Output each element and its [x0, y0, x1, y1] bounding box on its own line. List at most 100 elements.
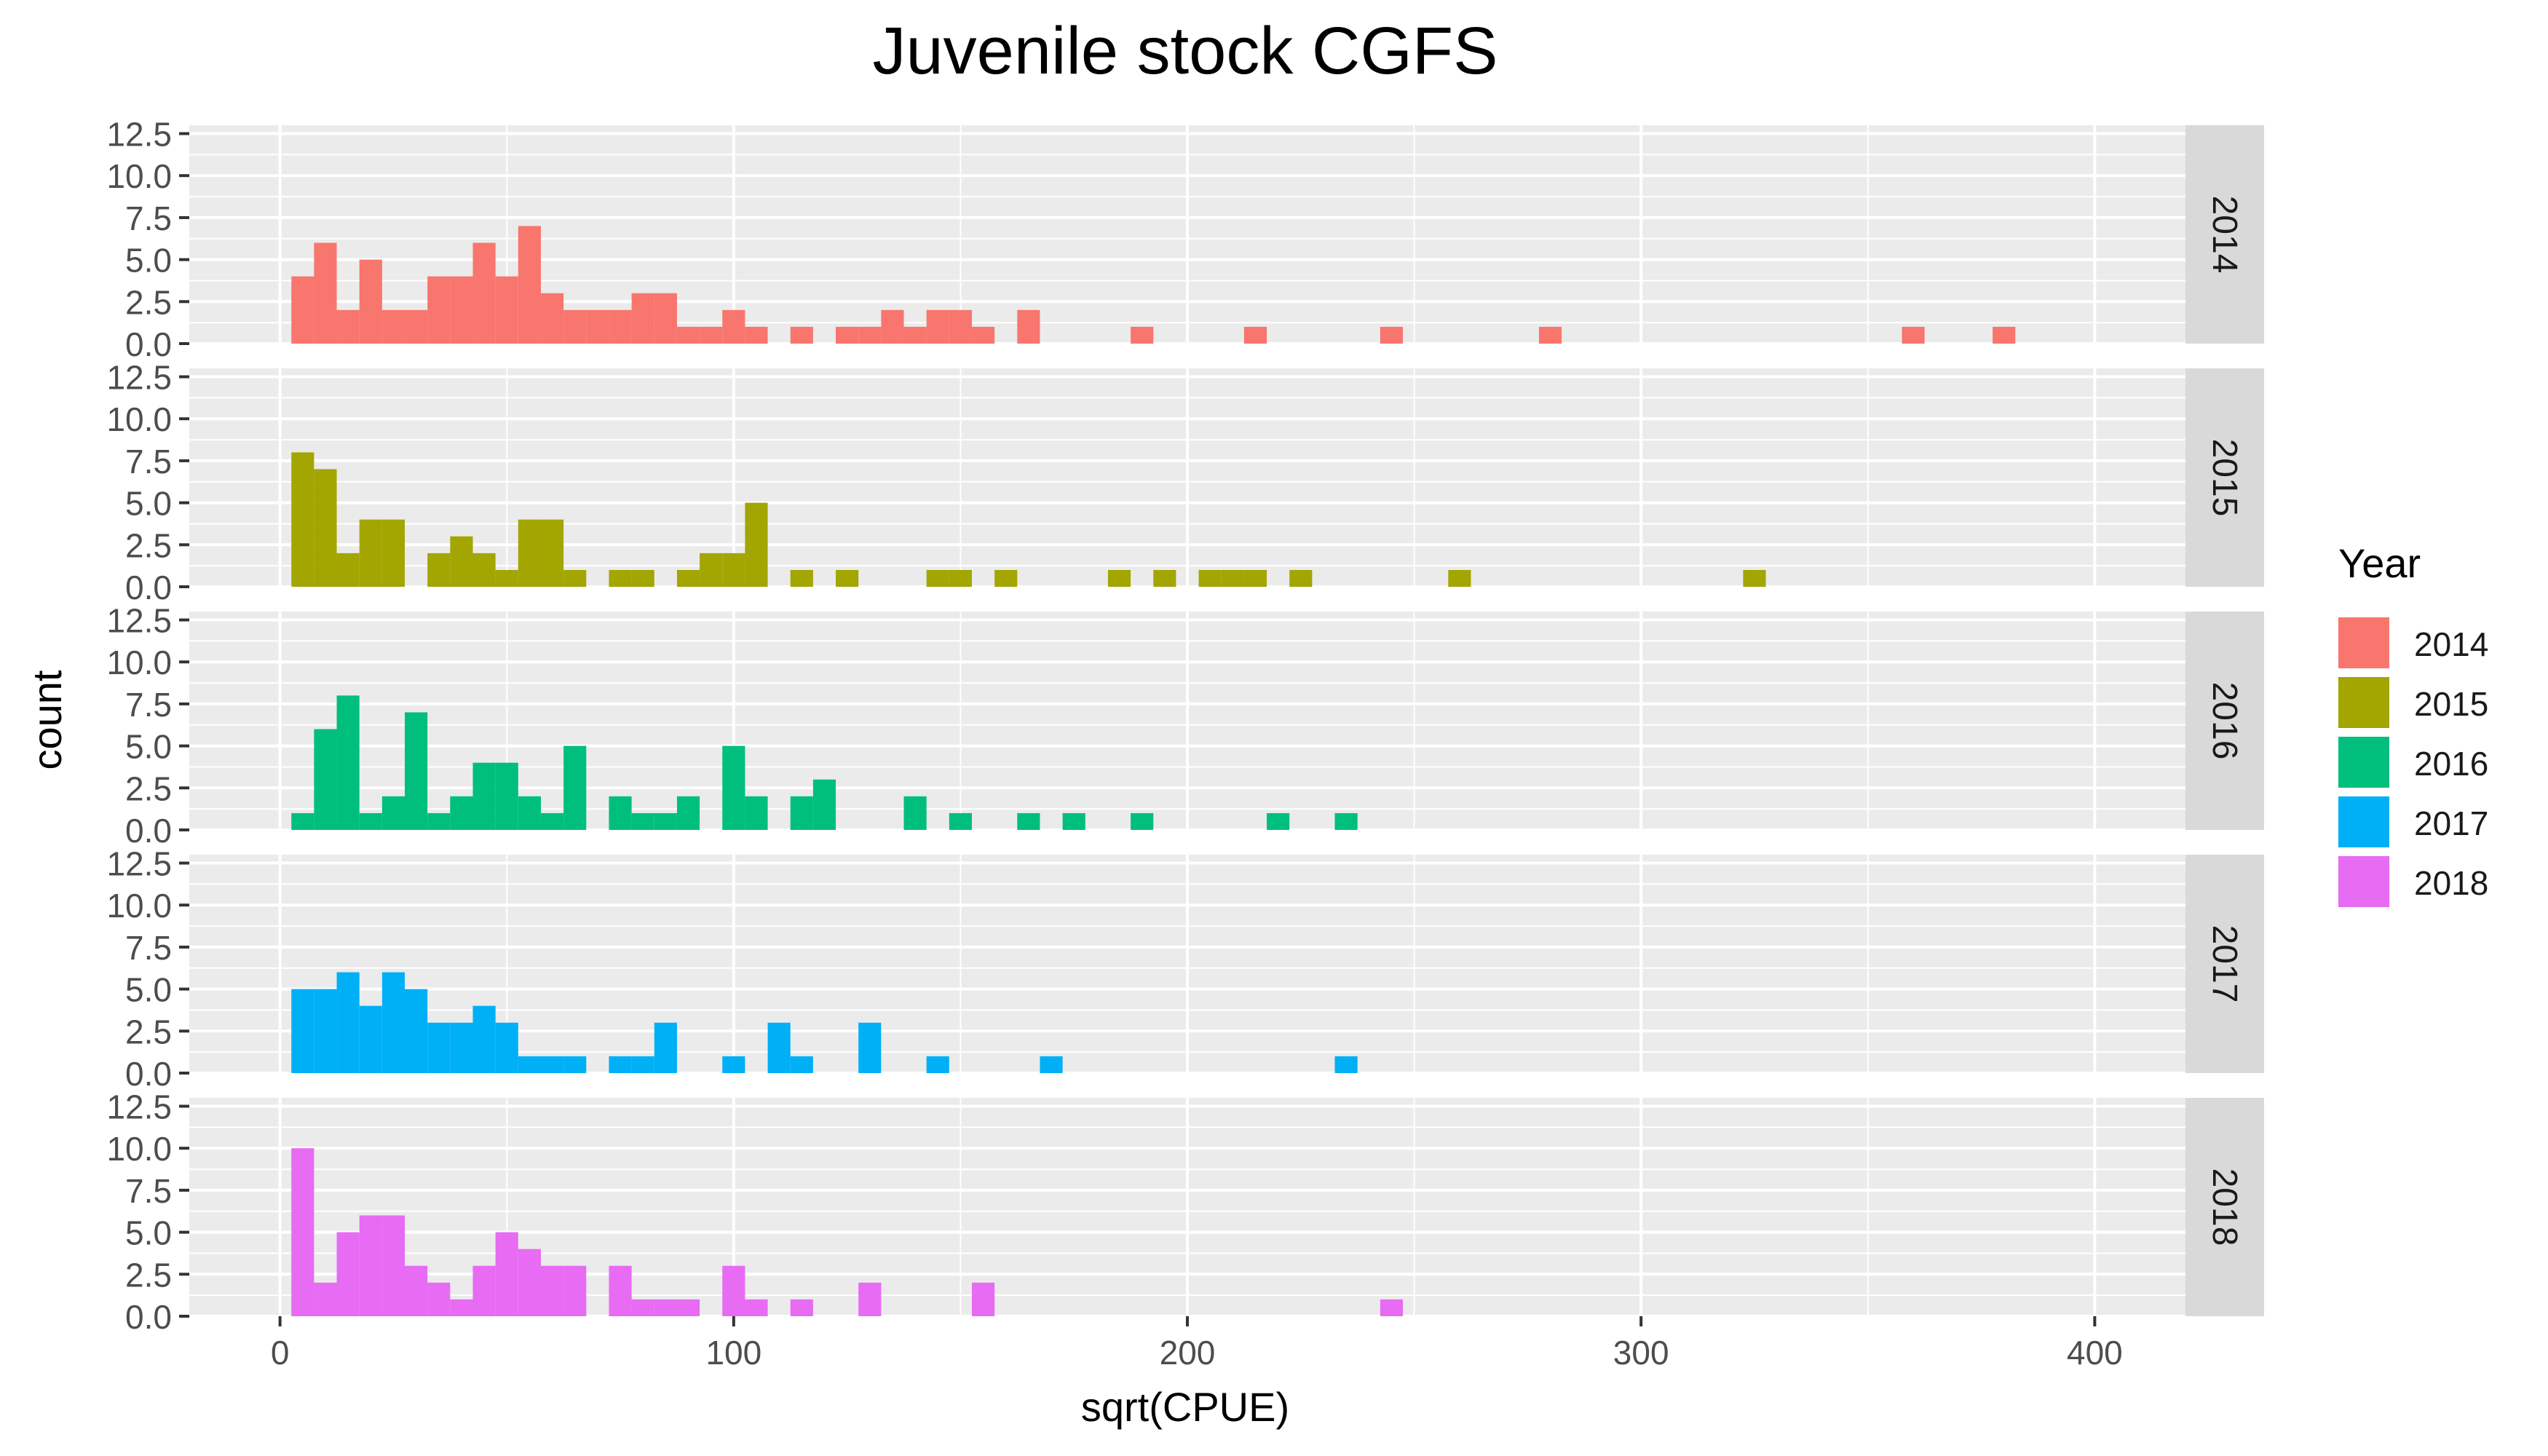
y-tick-label: 12.5 — [106, 602, 172, 640]
histogram-bar — [1448, 569, 1471, 587]
histogram-bar — [405, 989, 428, 1073]
histogram-bar — [495, 1232, 518, 1316]
histogram-bar — [427, 1022, 451, 1073]
histogram-bar — [540, 519, 564, 587]
histogram-bar — [450, 276, 473, 344]
histogram-bar — [495, 276, 518, 344]
histogram-bar — [1380, 326, 1404, 344]
histogram-bar — [405, 1265, 428, 1316]
histogram-bar — [609, 1056, 632, 1073]
y-tick-label: 2.5 — [125, 526, 172, 564]
y-tick-label: 12.5 — [106, 116, 172, 154]
histogram-bar — [971, 1282, 995, 1316]
histogram-bar — [472, 1265, 496, 1316]
legend-label: 2016 — [2414, 745, 2488, 783]
histogram-bar — [563, 1056, 587, 1073]
y-tick-label: 0.0 — [125, 1055, 172, 1093]
histogram-bar — [1743, 569, 1766, 587]
y-tick-label: 0.0 — [125, 1298, 172, 1336]
histogram-bar — [359, 259, 382, 344]
legend-label: 2015 — [2414, 685, 2488, 723]
histogram-bar — [858, 326, 882, 344]
histogram-bar — [336, 1232, 360, 1316]
histogram-bar — [381, 519, 405, 587]
y-tick-label: 2.5 — [125, 283, 172, 321]
histogram-bar — [472, 553, 496, 587]
y-tick-label: 10.0 — [106, 887, 172, 925]
y-tick-label: 0.0 — [125, 812, 172, 850]
histogram-bar — [314, 242, 337, 344]
histogram-bar — [949, 812, 972, 830]
histogram-bar — [1902, 326, 1925, 344]
histogram-bar — [631, 293, 654, 344]
y-tick-label: 12.5 — [106, 845, 172, 883]
histogram-bar — [790, 796, 813, 830]
y-tick-label: 5.0 — [125, 485, 172, 523]
histogram-bar — [654, 293, 677, 344]
histogram-bar — [1062, 812, 1085, 830]
histogram-bar — [427, 553, 451, 587]
histogram-bar — [586, 309, 609, 344]
histogram-bar — [472, 762, 496, 830]
y-tick-label: 2.5 — [125, 769, 172, 807]
histogram-bar — [563, 1265, 587, 1316]
y-tick-label: 7.5 — [125, 443, 172, 480]
facet-strip-label: 2016 — [2205, 682, 2244, 760]
histogram-bar — [495, 569, 518, 587]
facet-panel-2014: 2014 0.0 2.55.0 7.5 10.012.5 — [106, 116, 2264, 363]
histogram-bar — [994, 569, 1018, 587]
histogram-bar — [1107, 569, 1131, 587]
legend-swatch — [2338, 796, 2389, 847]
histogram-bar — [518, 1249, 541, 1316]
legend-label: 2014 — [2414, 625, 2488, 663]
histogram-bar — [631, 569, 654, 587]
facet-panel-2017: 2017 0.0 2.5 5.0 7.5 10.0 12.5 — [106, 845, 2264, 1093]
histogram-bar — [1017, 309, 1040, 344]
histogram-bar — [700, 326, 723, 344]
histogram-bar — [700, 553, 723, 587]
chart-title: Juvenile stock CGFS — [873, 14, 1498, 88]
histogram-bar — [336, 553, 360, 587]
histogram-bar — [1221, 569, 1244, 587]
histogram-bar — [836, 569, 859, 587]
histogram-bar — [676, 1299, 700, 1316]
x-tick-label: 200 — [1160, 1334, 1216, 1372]
histogram-bar — [336, 972, 360, 1073]
histogram-bar — [540, 1265, 564, 1316]
y-tick-label: 5.0 — [125, 1214, 172, 1252]
histogram-bar — [722, 1056, 745, 1073]
histogram-bar — [654, 1299, 677, 1316]
histogram-bar — [654, 1022, 677, 1073]
legend-swatch — [2338, 677, 2389, 728]
histogram-bar — [540, 1056, 564, 1073]
histogram-bar — [926, 309, 949, 344]
histogram-bar — [359, 519, 382, 587]
x-tick-label: 100 — [705, 1334, 761, 1372]
histogram-bar — [495, 1022, 518, 1073]
histogram-bar — [631, 812, 654, 830]
histogram-bar — [654, 812, 677, 830]
x-axis-title: sqrt(CPUE) — [1081, 1384, 1289, 1430]
histogram-bar — [790, 1056, 813, 1073]
histogram-bar — [949, 569, 972, 587]
histogram-bar — [609, 1265, 632, 1316]
histogram-bar — [1243, 326, 1267, 344]
histogram-bar — [450, 1022, 473, 1073]
y-tick-label: 7.5 — [125, 199, 172, 237]
histogram-bar — [745, 1299, 768, 1316]
histogram-bar — [427, 1282, 451, 1316]
histogram-bar — [314, 469, 337, 587]
histogram-bar — [903, 796, 927, 830]
histogram-bar — [1993, 326, 2016, 344]
histogram-bar — [631, 1056, 654, 1073]
y-tick-label: 10.0 — [106, 644, 172, 681]
facet-strip — [2185, 368, 2264, 587]
histogram-bar — [314, 989, 337, 1073]
legend: Year 2014 2015 2016 2017 2018 — [2338, 540, 2488, 907]
y-tick-label: 5.0 — [125, 728, 172, 766]
y-tick-label: 2.5 — [125, 1256, 172, 1294]
histogram-bar — [745, 796, 768, 830]
histogram-bar — [609, 569, 632, 587]
histogram-bar — [790, 569, 813, 587]
